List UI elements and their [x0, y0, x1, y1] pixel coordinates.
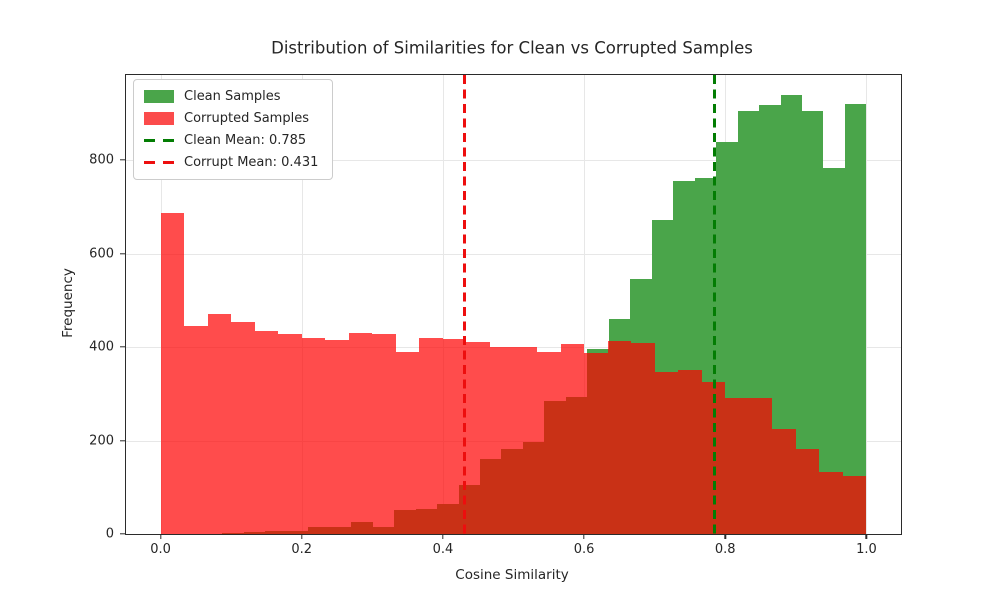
legend-item-corrupt-mean: Corrupt Mean: 0.431	[144, 155, 318, 170]
x-tick-mark	[442, 534, 444, 539]
x-gridline	[584, 75, 586, 534]
legend: Clean Samples Corrupted Samples Clean Me…	[133, 79, 334, 180]
legend-label-clean-samples: Clean Samples	[184, 89, 281, 104]
y-tick-mark	[120, 159, 125, 161]
corrupt-mean-line-sample	[144, 161, 174, 164]
y-tick-mark	[120, 439, 125, 442]
y-tick-label: 200	[89, 433, 114, 449]
x-tick-label: 1.0	[856, 542, 877, 557]
corrupted-histogram-bar	[395, 351, 420, 534]
corrupted-histogram-bar	[654, 371, 679, 534]
x-tick-mark	[583, 534, 585, 539]
y-tick-mark	[120, 346, 125, 348]
y-axis-label: Frequency	[60, 268, 76, 338]
y-gridline	[126, 160, 901, 162]
corrupted-histogram-bar	[560, 343, 585, 534]
x-tick-label: 0.4	[432, 542, 454, 557]
clean-samples-swatch	[144, 90, 174, 103]
corrupted-histogram-bar	[842, 475, 867, 534]
corrupted-histogram-bar	[466, 342, 490, 534]
x-gridline	[866, 75, 868, 534]
chart-title: Distribution of Similarities for Clean v…	[271, 38, 753, 58]
corrupted-histogram-bar	[160, 212, 185, 534]
x-tick-label: 0.2	[291, 542, 313, 557]
x-tick-label: 0.0	[150, 542, 171, 557]
clean-mean-line	[713, 75, 716, 534]
y-tick-label: 0	[105, 526, 114, 542]
corrupted-histogram-bar	[348, 333, 373, 534]
y-tick-mark	[120, 252, 125, 255]
corrupted-histogram-bar	[607, 340, 632, 534]
x-tick-label: 0.8	[714, 542, 736, 557]
legend-item-clean-mean: Clean Mean: 0.785	[144, 133, 318, 148]
x-tick-mark	[301, 534, 303, 539]
x-gridline	[442, 75, 444, 534]
corrupted-histogram-bar	[184, 326, 208, 534]
x-tick-mark	[865, 534, 868, 539]
corrupted-histogram-bar	[537, 351, 561, 534]
corrupted-histogram-bar	[372, 333, 396, 534]
corrupted-samples-swatch	[144, 112, 174, 125]
clean-mean-line-sample	[144, 139, 174, 142]
corrupted-histogram-bar	[254, 330, 279, 534]
corrupted-histogram-bar	[489, 347, 514, 534]
legend-label-clean-mean: Clean Mean: 0.785	[184, 133, 307, 148]
corrupted-histogram-bar	[772, 428, 796, 534]
clean-histogram-bar	[844, 103, 867, 534]
x-tick-mark	[159, 534, 162, 539]
legend-item-corrupted-samples: Corrupted Samples	[144, 111, 318, 126]
corrupt-mean-line	[463, 75, 467, 534]
corrupted-histogram-bar	[513, 347, 537, 534]
legend-item-clean-samples: Clean Samples	[144, 89, 318, 104]
corrupted-histogram-bar	[748, 397, 773, 534]
clean-histogram-bar	[780, 94, 802, 534]
corrupted-histogram-bar	[631, 343, 655, 534]
y-tick-label: 400	[89, 339, 114, 355]
corrupted-histogram-bar	[278, 333, 302, 534]
corrupted-histogram-bar	[301, 337, 326, 534]
clean-histogram-bar	[823, 167, 845, 534]
legend-label-corrupted-samples: Corrupted Samples	[184, 111, 309, 126]
x-gridline	[301, 75, 303, 534]
x-tick-label: 0.6	[573, 542, 595, 557]
x-tick-mark	[724, 534, 726, 539]
y-tick-mark	[120, 533, 125, 535]
corrupted-histogram-bar	[678, 369, 702, 534]
corrupted-histogram-bar	[442, 339, 467, 534]
corrupted-histogram-bar	[419, 338, 443, 534]
plot-canvas: 0.0 0.2 0.4 0.6 0.8 1.0 0 200 400 600 800 Clean Sa…	[89, 74, 902, 557]
corrupted-histogram-bar	[725, 398, 749, 534]
corrupted-histogram-bar	[584, 352, 608, 534]
legend-label-corrupt-mean: Corrupt Mean: 0.431	[184, 155, 319, 170]
clean-histogram-bar	[802, 111, 824, 534]
y-gridline	[126, 253, 901, 255]
corrupted-histogram-bar	[207, 314, 232, 534]
x-axis-label: Cosine Similarity	[455, 567, 569, 583]
corrupted-histogram-bar	[231, 322, 255, 534]
corrupted-histogram-bar	[325, 340, 349, 534]
y-tick-label: 600	[89, 246, 114, 262]
corrupted-histogram-bar	[819, 471, 843, 534]
corrupted-histogram-bar	[795, 448, 820, 534]
y-tick-label: 800	[89, 152, 114, 168]
